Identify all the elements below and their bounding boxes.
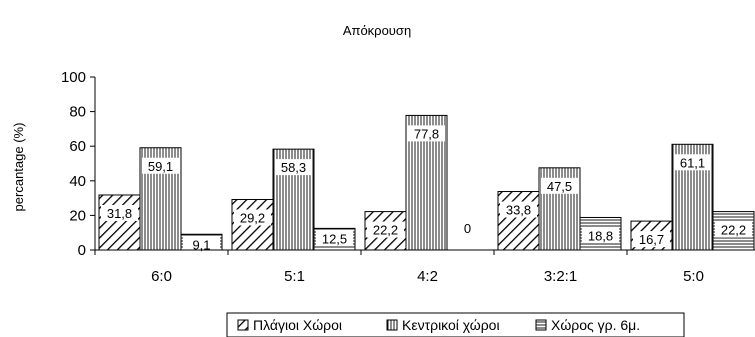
- y-tick-label: 100: [61, 69, 86, 86]
- bar-value-label: 22,2: [721, 223, 746, 238]
- bar-label-bg: [183, 236, 220, 253]
- bar-value-label: 16,7: [639, 232, 664, 247]
- x-tick-label: 4:2: [417, 268, 438, 285]
- chart-title: Απόκρουση: [343, 23, 411, 38]
- y-tick-label: 80: [69, 104, 86, 121]
- bar-label-bg: [275, 159, 312, 176]
- legend-box: [226, 312, 685, 337]
- y-tick-label: 0: [78, 242, 86, 259]
- bar-label-bg: [408, 125, 445, 142]
- y-axis: 0 20 40 60 80 100: [61, 69, 96, 259]
- bar-labels: 31,8 59,1 9,1 29,2 58,3 12,5 22,2 77,8 0 33,8 47,5…: [101, 125, 752, 253]
- bar-label-bg: [633, 231, 670, 248]
- bar-label-bg: [500, 201, 537, 218]
- bar-label-bg: [316, 230, 353, 247]
- y-axis-label: percantage (%): [11, 123, 26, 212]
- bar-value-label: 0: [464, 221, 471, 236]
- bar-label-bg: [234, 209, 271, 226]
- legend-label: Πλάγιοι Χώροι: [253, 317, 342, 333]
- legend-swatch: [386, 319, 398, 331]
- x-tick-label: 5:1: [284, 268, 305, 285]
- bar-value-label: 58,3: [281, 160, 306, 175]
- bar-value-label: 77,8: [414, 126, 439, 141]
- y-tick-label: 60: [69, 138, 86, 155]
- bar-label-bg: [715, 221, 752, 238]
- bar-label-bg: [101, 204, 138, 221]
- bar-value-label: 31,8: [107, 206, 132, 221]
- bar-value-label: 18,8: [588, 228, 613, 243]
- bar-value-label: 9,1: [192, 237, 210, 252]
- bar-value-label: 61,1: [680, 155, 705, 170]
- legend-swatch: [237, 319, 249, 331]
- y-tick-label: 20: [69, 207, 86, 224]
- bar: [98, 194, 141, 251]
- legend-label: Κεντρικοί χώροι: [402, 317, 500, 333]
- legend-swatch: [535, 319, 547, 331]
- bar: [497, 191, 540, 251]
- y-tick-label: 40: [69, 173, 86, 190]
- bar-label-bg: [367, 221, 404, 238]
- bar-value-label: 29,2: [240, 210, 265, 225]
- x-tick-label: 3:2:1: [544, 268, 577, 285]
- x-tick-label: 5:0: [683, 268, 704, 285]
- legend: Πλάγιοι Χώροι Κεντρικοί χώροι Χώρος γρ. 6μ…: [226, 312, 685, 337]
- legend-label: Χώρος γρ. 6μ.: [551, 317, 640, 333]
- bar-value-label: 22,2: [373, 223, 398, 238]
- bar-label-bg: [541, 177, 578, 194]
- bar-value-label: 12,5: [322, 231, 347, 246]
- bar-value-label: 59,1: [148, 159, 173, 174]
- x-tick-label: 6:0: [151, 268, 172, 285]
- bar-label-bg: [674, 154, 711, 171]
- bar-value-label: 33,8: [506, 203, 531, 218]
- x-axis: 6:0 5:1 4:2 3:2:1 5:0: [94, 249, 755, 285]
- bar-label-bg: [142, 157, 179, 174]
- bar-label-bg: [582, 227, 619, 244]
- bar-value-label: 47,5: [547, 179, 572, 194]
